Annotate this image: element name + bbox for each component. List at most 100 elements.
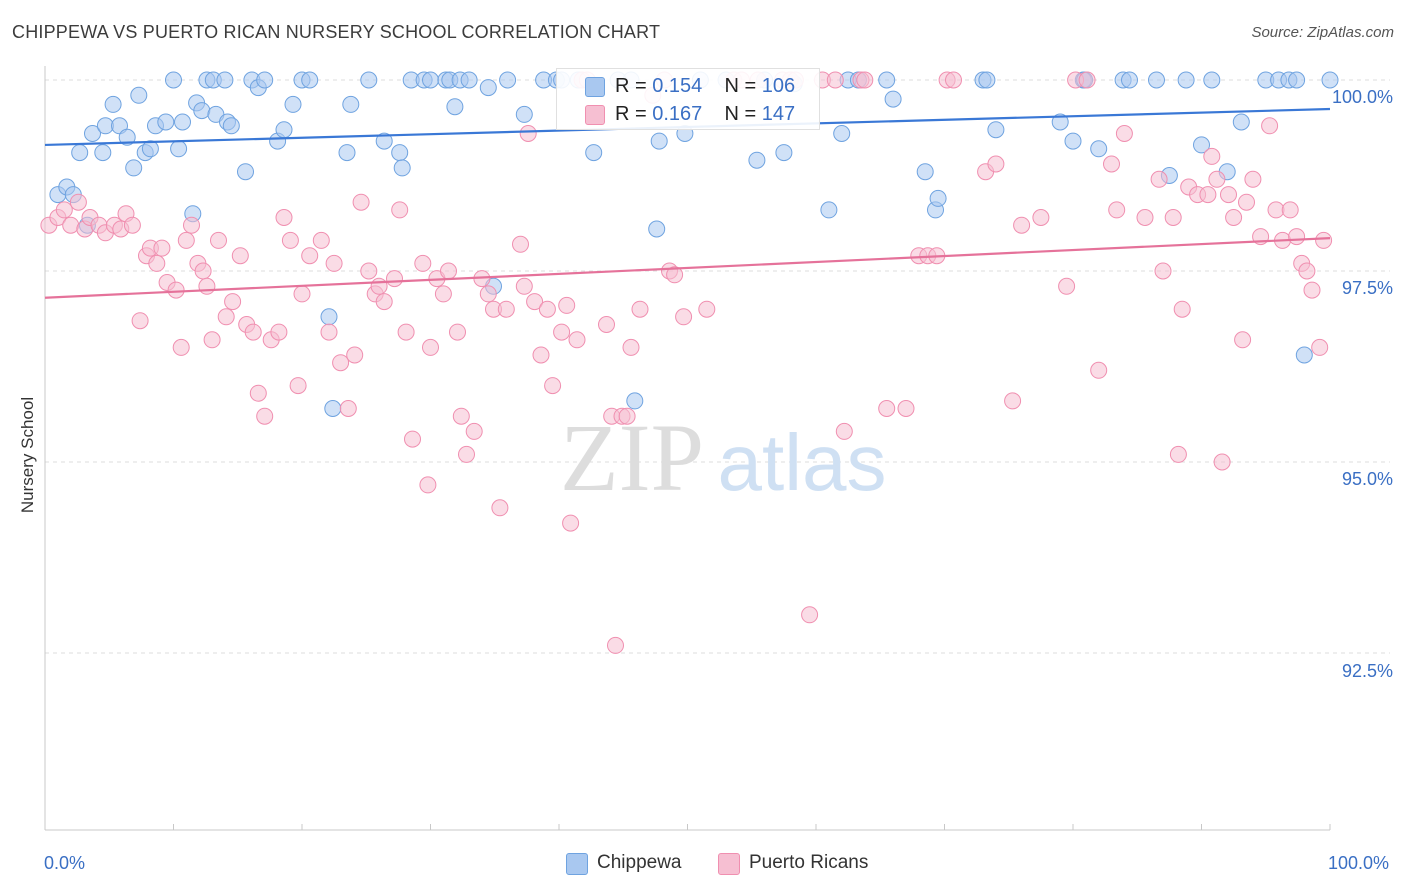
n-value: 106 — [761, 75, 796, 97]
data-point — [174, 113, 191, 131]
data-point — [1281, 201, 1299, 219]
data-point — [324, 400, 342, 417]
data-point — [320, 308, 338, 326]
data-point — [1220, 186, 1237, 204]
data-point — [916, 163, 934, 181]
data-point — [1261, 117, 1279, 135]
data-point — [878, 71, 896, 89]
data-point — [978, 71, 996, 89]
data-point — [360, 262, 378, 280]
data-point — [404, 430, 421, 448]
data-point — [183, 216, 200, 234]
data-point — [538, 300, 556, 318]
legend-label: Puerto Ricans — [749, 852, 869, 873]
data-point — [391, 144, 409, 162]
y-tick-label: 95.0% — [1341, 469, 1393, 489]
data-point — [1199, 186, 1217, 204]
data-point — [675, 308, 693, 326]
data-point — [1058, 277, 1076, 295]
y-tick-label: 92.5% — [1341, 661, 1393, 681]
data-point — [325, 254, 343, 272]
data-point — [1208, 170, 1226, 188]
data-point — [346, 346, 364, 364]
data-point — [256, 407, 274, 425]
data-point — [177, 231, 195, 249]
data-point — [626, 392, 644, 410]
data-point — [1203, 71, 1221, 89]
axes — [44, 66, 1331, 831]
trendline-puerto-ricans — [44, 237, 1331, 299]
data-point — [440, 262, 457, 280]
data-point — [339, 400, 357, 417]
data-point — [281, 231, 299, 249]
data-point — [479, 285, 497, 303]
data-point — [987, 121, 1005, 139]
data-point — [1064, 132, 1082, 150]
data-point — [544, 377, 562, 395]
data-point — [1148, 71, 1165, 89]
data-point — [131, 312, 149, 330]
series-points — [40, 71, 1339, 654]
data-point — [125, 159, 143, 177]
data-point — [1303, 281, 1321, 299]
data-point — [153, 239, 171, 257]
data-point — [320, 323, 338, 341]
data-point — [360, 71, 378, 89]
data-point — [157, 113, 175, 131]
data-point — [1232, 113, 1250, 131]
data-point — [648, 220, 666, 238]
data-point — [1298, 262, 1316, 280]
data-point — [1315, 231, 1333, 249]
puerto-ricans-legend-swatch — [718, 853, 740, 875]
legend-label: Chippewa — [597, 852, 682, 873]
data-point — [491, 499, 509, 517]
data-point — [422, 71, 439, 89]
data-point — [148, 254, 166, 272]
chippewa-legend-swatch — [566, 853, 588, 875]
data-point — [666, 266, 684, 284]
y-tick-label: 100.0% — [1331, 87, 1393, 107]
data-point — [275, 209, 293, 226]
data-point — [289, 377, 307, 395]
data-point — [1267, 201, 1285, 219]
data-point — [1288, 71, 1306, 89]
data-point — [631, 300, 649, 318]
data-point — [1090, 140, 1108, 158]
data-point — [515, 105, 533, 123]
data-point — [1078, 71, 1096, 89]
watermark-atlas: atlas — [718, 418, 887, 507]
data-point — [1177, 71, 1195, 89]
data-point — [370, 277, 388, 295]
data-point — [1288, 228, 1306, 246]
data-point — [1321, 71, 1339, 89]
data-point — [84, 125, 101, 142]
data-point — [342, 95, 360, 113]
data-point — [332, 354, 350, 372]
data-point — [375, 293, 393, 311]
data-point — [393, 159, 411, 177]
r-label: R = — [615, 103, 653, 125]
data-point — [1193, 136, 1210, 154]
data-point — [512, 235, 529, 253]
data-point — [284, 95, 302, 113]
data-point — [193, 102, 211, 120]
data-point — [217, 308, 235, 326]
x-tick-label-left: 0.0% — [44, 853, 86, 873]
data-point — [293, 285, 311, 303]
data-point — [1150, 170, 1168, 188]
data-point — [194, 262, 212, 280]
data-point — [224, 293, 242, 311]
data-point — [987, 155, 1005, 173]
data-point — [69, 193, 87, 211]
data-point — [165, 71, 182, 89]
data-point — [62, 216, 80, 234]
data-point — [1234, 331, 1252, 349]
data-point — [301, 247, 319, 265]
data-point — [244, 323, 262, 341]
y-tick-label: 97.5% — [1341, 278, 1393, 298]
data-point — [170, 140, 188, 158]
data-point — [237, 163, 254, 181]
data-point — [391, 201, 409, 219]
data-point — [446, 98, 464, 116]
